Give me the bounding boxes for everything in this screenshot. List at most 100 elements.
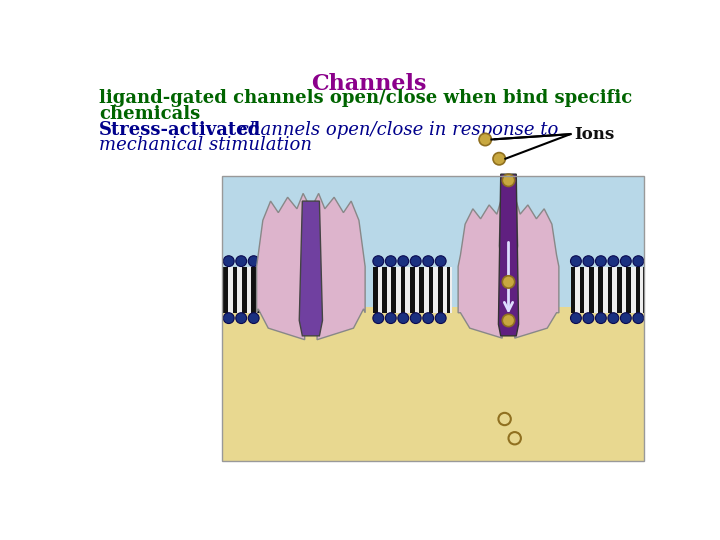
Bar [246,289,251,313]
Circle shape [248,256,259,267]
Bar [617,289,621,313]
Bar [608,267,612,289]
Bar [396,289,401,313]
Circle shape [398,313,409,323]
Circle shape [373,256,384,267]
Bar [410,289,415,313]
Bar [636,267,640,289]
Bar [642,267,645,289]
Circle shape [479,133,492,146]
Bar [447,289,451,313]
Circle shape [248,313,259,323]
Bar [580,267,585,289]
Bar [223,289,228,313]
Bar [589,267,594,289]
Bar [575,289,580,313]
Bar [419,267,424,289]
Bar [603,267,608,289]
Bar [223,267,228,289]
Bar [228,267,233,289]
Bar [443,289,447,313]
Bar [603,289,608,313]
Bar [373,267,377,289]
Bar [242,267,246,289]
Bar [405,289,410,313]
Circle shape [595,256,606,267]
Circle shape [235,256,247,267]
Bar [612,289,617,313]
Bar [387,289,392,313]
Circle shape [385,256,396,267]
Bar [410,267,415,289]
Circle shape [410,313,421,323]
Circle shape [436,313,446,323]
Bar [428,267,433,289]
Bar [428,289,433,313]
Bar [419,289,424,313]
Bar [256,267,261,289]
Bar [415,289,419,313]
Polygon shape [300,201,323,336]
Bar [640,289,642,313]
Bar [233,267,238,289]
Circle shape [223,256,234,267]
Bar [377,267,382,289]
Text: chemicals: chemicals [99,105,201,123]
Circle shape [570,256,581,267]
Bar [405,267,410,289]
Circle shape [235,313,247,323]
Bar [636,289,640,313]
Text: Channels: Channels [311,72,427,94]
Bar [238,267,242,289]
Circle shape [621,256,631,267]
Text: mechanical stimulation: mechanical stimulation [99,137,312,154]
Bar [433,289,438,313]
Bar [377,289,382,313]
Bar [222,177,644,307]
Circle shape [608,313,618,323]
Bar [222,177,644,461]
Bar [626,289,631,313]
Bar [392,267,396,289]
Circle shape [583,313,594,323]
Bar [570,267,575,289]
Polygon shape [498,174,518,336]
Bar [575,267,580,289]
Circle shape [503,174,515,186]
Polygon shape [312,193,365,340]
Bar [438,289,443,313]
Text: Stress-activated: Stress-activated [99,121,261,139]
Bar [433,267,438,289]
Circle shape [436,256,446,267]
Circle shape [373,313,384,323]
Bar [598,289,603,313]
Circle shape [223,313,234,323]
Bar [251,289,256,313]
Circle shape [570,313,581,323]
Bar [640,267,642,289]
Circle shape [503,276,515,288]
Bar [246,267,251,289]
Circle shape [423,313,433,323]
Bar [570,289,575,313]
Polygon shape [256,193,310,340]
Circle shape [633,256,644,267]
Bar [612,267,617,289]
Bar [594,289,598,313]
Bar [438,267,443,289]
Bar [382,267,387,289]
Circle shape [608,256,618,267]
Circle shape [621,313,631,323]
Polygon shape [515,201,559,338]
Circle shape [503,314,515,327]
Bar [585,267,589,289]
Bar [617,267,621,289]
Circle shape [595,313,606,323]
Bar [228,289,233,313]
Bar [589,289,594,313]
Bar [424,289,428,313]
Text: Ions: Ions [575,126,615,143]
Bar [631,289,636,313]
Bar [222,307,644,461]
Bar [242,289,246,313]
